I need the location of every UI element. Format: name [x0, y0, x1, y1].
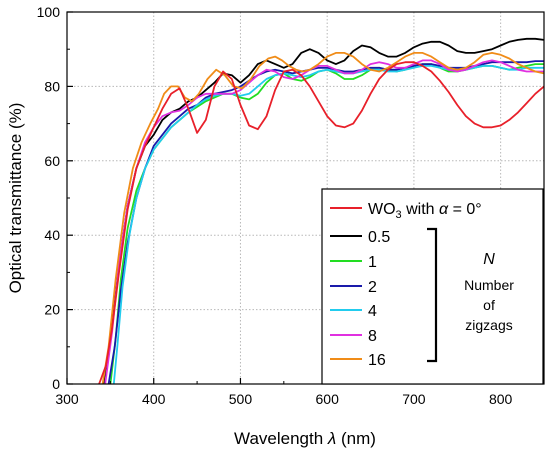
y-tick-label-60: 60 [44, 153, 60, 169]
x-axis-title-main: Wavelength [234, 429, 328, 448]
y-tick-label-0: 0 [52, 376, 60, 392]
series-layer [98, 37, 544, 384]
legend-label-16: 16 [368, 352, 386, 369]
x-axis-title-unit: (nm) [336, 429, 376, 448]
x-axis-title-symbol: λ [327, 429, 336, 448]
legend: WO3 with α = 0° 0.5 1 2 4 8 16 N Number of zi… [321, 188, 544, 385]
x-axis-title: Wavelength λ (nm) [234, 429, 376, 448]
x-tick-label-600: 600 [316, 391, 340, 407]
legend-wo3-subscript: 3 [396, 209, 402, 221]
series-line-wo3-with-0 [98, 61, 544, 384]
y-tick-label-20: 20 [44, 302, 60, 318]
legend-wo3-middle: with [402, 201, 439, 218]
x-tick-label-800: 800 [489, 391, 513, 407]
x-tick-label-500: 500 [229, 391, 253, 407]
legend-label-wo3: WO3 with α = 0° [368, 201, 482, 221]
legend-bracket [427, 227, 438, 363]
y-tick-label-40: 40 [44, 227, 60, 243]
legend-wo3-suffix: = 0° [448, 201, 482, 218]
y-axis: 0 20 40 60 80 100 [37, 4, 73, 392]
legend-label-8: 8 [368, 328, 377, 345]
series-line-8 [104, 59, 544, 384]
x-tick-label-700: 700 [402, 391, 426, 407]
y-axis-title: Optical transmittance (%) [6, 103, 25, 294]
y-tick-label-100: 100 [37, 4, 61, 20]
x-tick-label-400: 400 [142, 391, 166, 407]
legend-label-2: 2 [368, 279, 377, 296]
legend-group-note-2: of [483, 297, 495, 313]
series-line-0-5 [102, 37, 544, 384]
legend-wo3-prefix: WO [368, 201, 396, 218]
legend-label-1: 1 [368, 254, 377, 271]
x-tick-label-300: 300 [55, 391, 79, 407]
legend-group-note-3: zigzags [465, 317, 512, 333]
legend-wo3-symbol: α [439, 201, 449, 218]
legend-label-0-5: 0.5 [368, 229, 390, 246]
y-tick-label-80: 80 [44, 78, 60, 94]
legend-group-note-1: Number [464, 277, 514, 293]
legend-items: 0.5 1 2 4 8 16 [330, 229, 390, 369]
legend-label-4: 4 [368, 303, 377, 320]
series-line-16 [101, 52, 544, 384]
legend-group-symbol: N [483, 251, 495, 268]
